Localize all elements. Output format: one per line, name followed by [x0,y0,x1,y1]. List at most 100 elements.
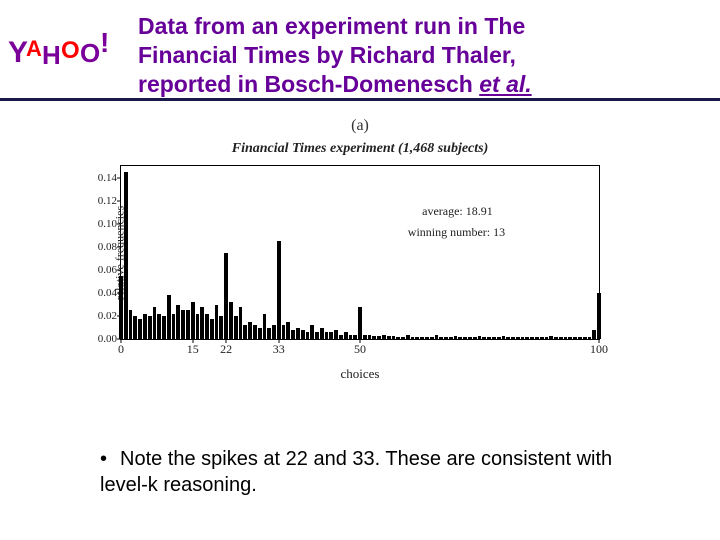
histogram-bar [439,337,443,339]
histogram-bar [200,307,204,339]
histogram-bar [592,330,596,339]
chart-annotation: winning number: 13 [408,225,505,240]
histogram-bar [229,302,233,339]
histogram-bar [458,337,462,339]
chart-annotation: average: 18.91 [422,204,493,219]
histogram-bar [306,332,310,339]
histogram-bar [583,337,587,339]
histogram-bar [545,337,549,339]
title-wrap: Data from an experiment run in The Finan… [138,12,720,98]
histogram-bar [468,337,472,339]
y-tick-mark [117,200,121,201]
histogram-bar [243,325,247,339]
histogram-bar [253,325,257,339]
histogram-bar [186,310,190,339]
histogram-bar [339,335,343,340]
svg-text:A: A [26,36,42,61]
x-tick-label: 33 [273,342,285,357]
title-line-1: Data from an experiment run in The [138,13,525,39]
histogram-bar [153,307,157,339]
y-tick-label: 0.00 [81,333,117,345]
histogram-bar [167,295,171,339]
histogram-bar [377,336,381,339]
histogram-bar [334,330,338,339]
histogram-bar [554,337,558,339]
chart-title: Financial Times experiment (1,468 subjec… [90,141,630,157]
x-tick-mark [121,339,122,343]
histogram-bar [291,330,295,339]
histogram-bar [215,305,219,340]
histogram-bar [205,314,209,339]
histogram-bar [568,337,572,339]
histogram-bar [286,322,290,339]
title-line-2: Financial Times by Richard Thaler, [138,42,516,68]
histogram-bar [272,325,276,339]
histogram-bar [463,337,467,339]
histogram-bar [224,253,228,340]
histogram-bar [435,335,439,340]
y-tick-mark [117,223,121,224]
x-tick-label: 0 [118,342,124,357]
histogram-bar [521,337,525,339]
x-tick-label: 15 [187,342,199,357]
histogram-bar [540,337,544,339]
histogram-bar [578,337,582,339]
y-tick-label: 0.06 [81,264,117,276]
y-tick-label: 0.12 [81,195,117,207]
histogram-bar [315,332,319,339]
histogram-bar [248,322,252,339]
histogram-bar [310,325,314,339]
x-tick-mark [360,339,361,343]
y-tick-label: 0.10 [81,218,117,230]
histogram-bar [239,307,243,339]
bullet-note: •Note the spikes at 22 and 33. These are… [100,446,660,498]
bullet-icon: • [100,446,120,472]
histogram-bar [277,241,281,339]
x-tick-label: 100 [590,342,608,357]
histogram-bar [478,336,482,339]
title-line-3-etal: et al. [479,71,531,97]
histogram-bar [411,337,415,339]
svg-text:H: H [42,40,61,70]
histogram-bar [210,319,214,340]
histogram-bar [196,314,200,339]
histogram-bar [444,337,448,339]
y-tick-mark [117,177,121,178]
slide-title: Data from an experiment run in The Finan… [138,12,700,98]
slide-header: Y A H O O ! Data from an experiment run … [0,0,720,101]
histogram-bar [368,335,372,340]
histogram-bar [320,328,324,340]
histogram-bar [415,337,419,339]
x-tick-label: 50 [354,342,366,357]
histogram-bar [138,319,142,340]
x-tick-mark [278,339,279,343]
histogram-bar [573,337,577,339]
histogram-bar [516,337,520,339]
x-tick-mark [192,339,193,343]
histogram-bar [597,293,601,339]
chart-plot-area: relative frequencies 0.000.020.040.060.0… [120,165,600,340]
panel-label: (a) [90,117,630,135]
histogram-bar [258,328,262,340]
histogram-bar [382,335,386,340]
svg-text:O: O [80,38,100,68]
histogram-bar [344,332,348,339]
histogram-bar [329,332,333,339]
y-tick-label: 0.02 [81,310,117,322]
histogram-bar [449,337,453,339]
histogram-bar [301,330,305,339]
histogram-bar [129,310,133,339]
histogram-bar [148,316,152,339]
histogram-bar [157,314,161,339]
y-tick-mark [117,246,121,247]
histogram-bar [172,314,176,339]
histogram-bar [267,328,271,340]
histogram-bar [487,337,491,339]
y-tick-mark [117,270,121,271]
histogram-bar [191,302,195,339]
histogram-bar [492,337,496,339]
histogram-bar [124,172,128,339]
y-tick-label: 0.04 [81,287,117,299]
histogram-bar [396,337,400,339]
histogram-bar [559,337,563,339]
